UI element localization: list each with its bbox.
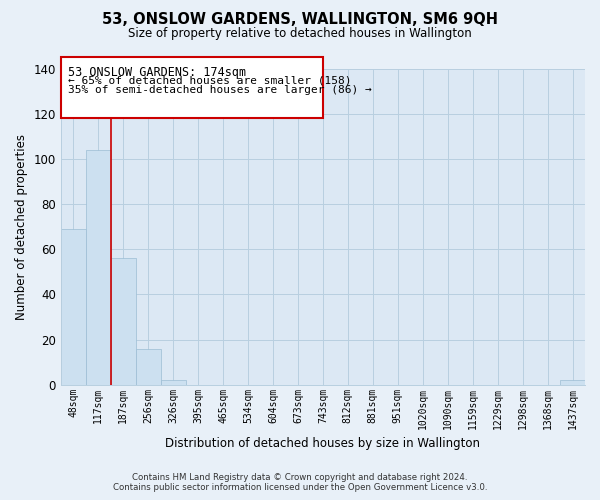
Bar xyxy=(560,380,585,385)
Bar xyxy=(86,150,111,385)
Bar xyxy=(61,229,86,385)
Bar xyxy=(111,258,136,385)
Bar xyxy=(61,58,323,118)
X-axis label: Distribution of detached houses by size in Wallington: Distribution of detached houses by size … xyxy=(166,437,481,450)
Text: 53, ONSLOW GARDENS, WALLINGTON, SM6 9QH: 53, ONSLOW GARDENS, WALLINGTON, SM6 9QH xyxy=(102,12,498,28)
Text: 35% of semi-detached houses are larger (86) →: 35% of semi-detached houses are larger (… xyxy=(68,84,372,94)
Text: ← 65% of detached houses are smaller (158): ← 65% of detached houses are smaller (15… xyxy=(68,76,352,86)
Y-axis label: Number of detached properties: Number of detached properties xyxy=(15,134,28,320)
Text: Contains HM Land Registry data © Crown copyright and database right 2024.
Contai: Contains HM Land Registry data © Crown c… xyxy=(113,473,487,492)
Text: Size of property relative to detached houses in Wallington: Size of property relative to detached ho… xyxy=(128,28,472,40)
Bar xyxy=(161,380,185,385)
Text: 53 ONSLOW GARDENS: 174sqm: 53 ONSLOW GARDENS: 174sqm xyxy=(68,66,247,80)
Bar xyxy=(136,348,161,385)
